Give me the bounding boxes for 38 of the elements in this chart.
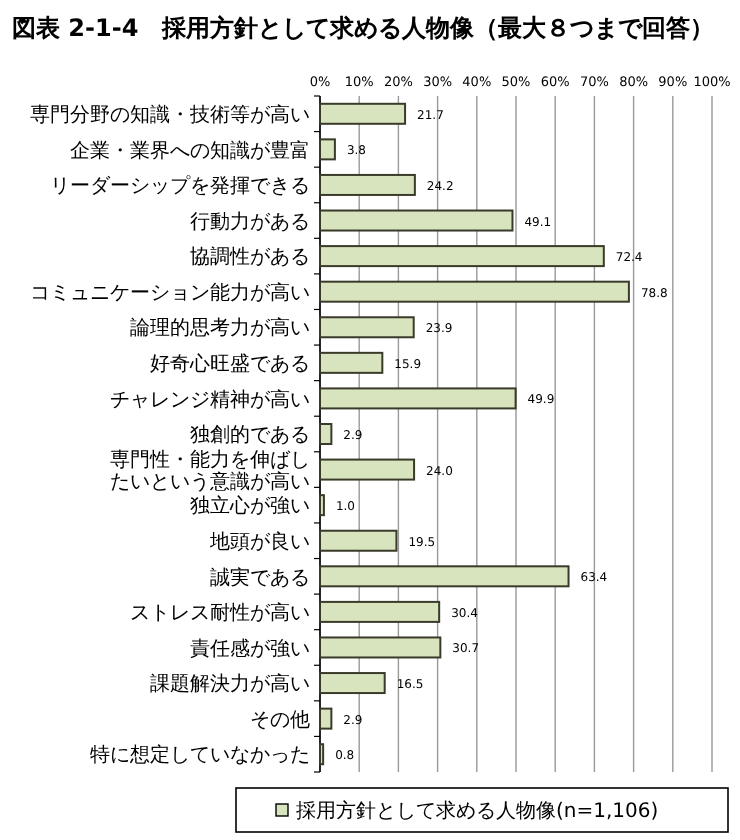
y-tick-label: 特に想定していなかった	[90, 743, 310, 768]
bar	[319, 316, 415, 339]
bar	[319, 102, 407, 125]
bar	[319, 672, 386, 695]
y-tick-label: 協調性がある	[190, 245, 310, 270]
y-tick-label: 企業・業界への知識が豊富	[70, 138, 310, 163]
bar	[319, 387, 517, 410]
y-tick-label: チャレンジ精神が高い	[110, 387, 310, 412]
y-tick-label: 独立心が強い	[190, 494, 310, 519]
bar	[319, 351, 384, 374]
y-tick-label: 専門分野の知識・技術等が高い	[30, 102, 310, 127]
y-tick-label: 誠実である	[210, 565, 310, 590]
y-tick-label: リーダーシップを発揮できる	[50, 174, 310, 199]
bar	[319, 636, 442, 659]
y-tick-label: 専門性・能力を伸ばしたいという意識が高い	[110, 447, 310, 494]
bar	[319, 565, 570, 588]
bar	[319, 707, 333, 730]
bar	[319, 280, 630, 303]
y-tick-label: 課題解決力が高い	[150, 672, 310, 697]
y-tick-label: 好奇心旺盛である	[150, 352, 310, 377]
bar	[319, 138, 336, 161]
y-tick-label: 論理的思考力が高い	[130, 316, 310, 341]
bar	[319, 529, 398, 552]
bar	[319, 423, 333, 445]
legend-label: 採用方針として求める人物像(n=1,106)	[296, 799, 659, 823]
bar	[319, 173, 416, 196]
y-tick-label: コミュニケーション能力が高い	[30, 280, 310, 305]
y-tick-label: 責任感が強い	[190, 636, 310, 661]
bar	[319, 245, 605, 268]
y-tick-label: 行動力がある	[190, 209, 310, 234]
y-tick-label: 地頭が良い	[208, 529, 310, 554]
bar	[319, 600, 441, 623]
y-tick-label: 独創的である	[190, 423, 310, 448]
bar	[319, 458, 416, 481]
bar	[319, 209, 514, 232]
title: 図表 2-1-4 採用方針として求める人物像（最大８つまで回答）	[12, 14, 715, 42]
y-tick-label: ストレス耐性が高い	[130, 601, 310, 626]
y-tick-label: その他	[250, 707, 310, 732]
